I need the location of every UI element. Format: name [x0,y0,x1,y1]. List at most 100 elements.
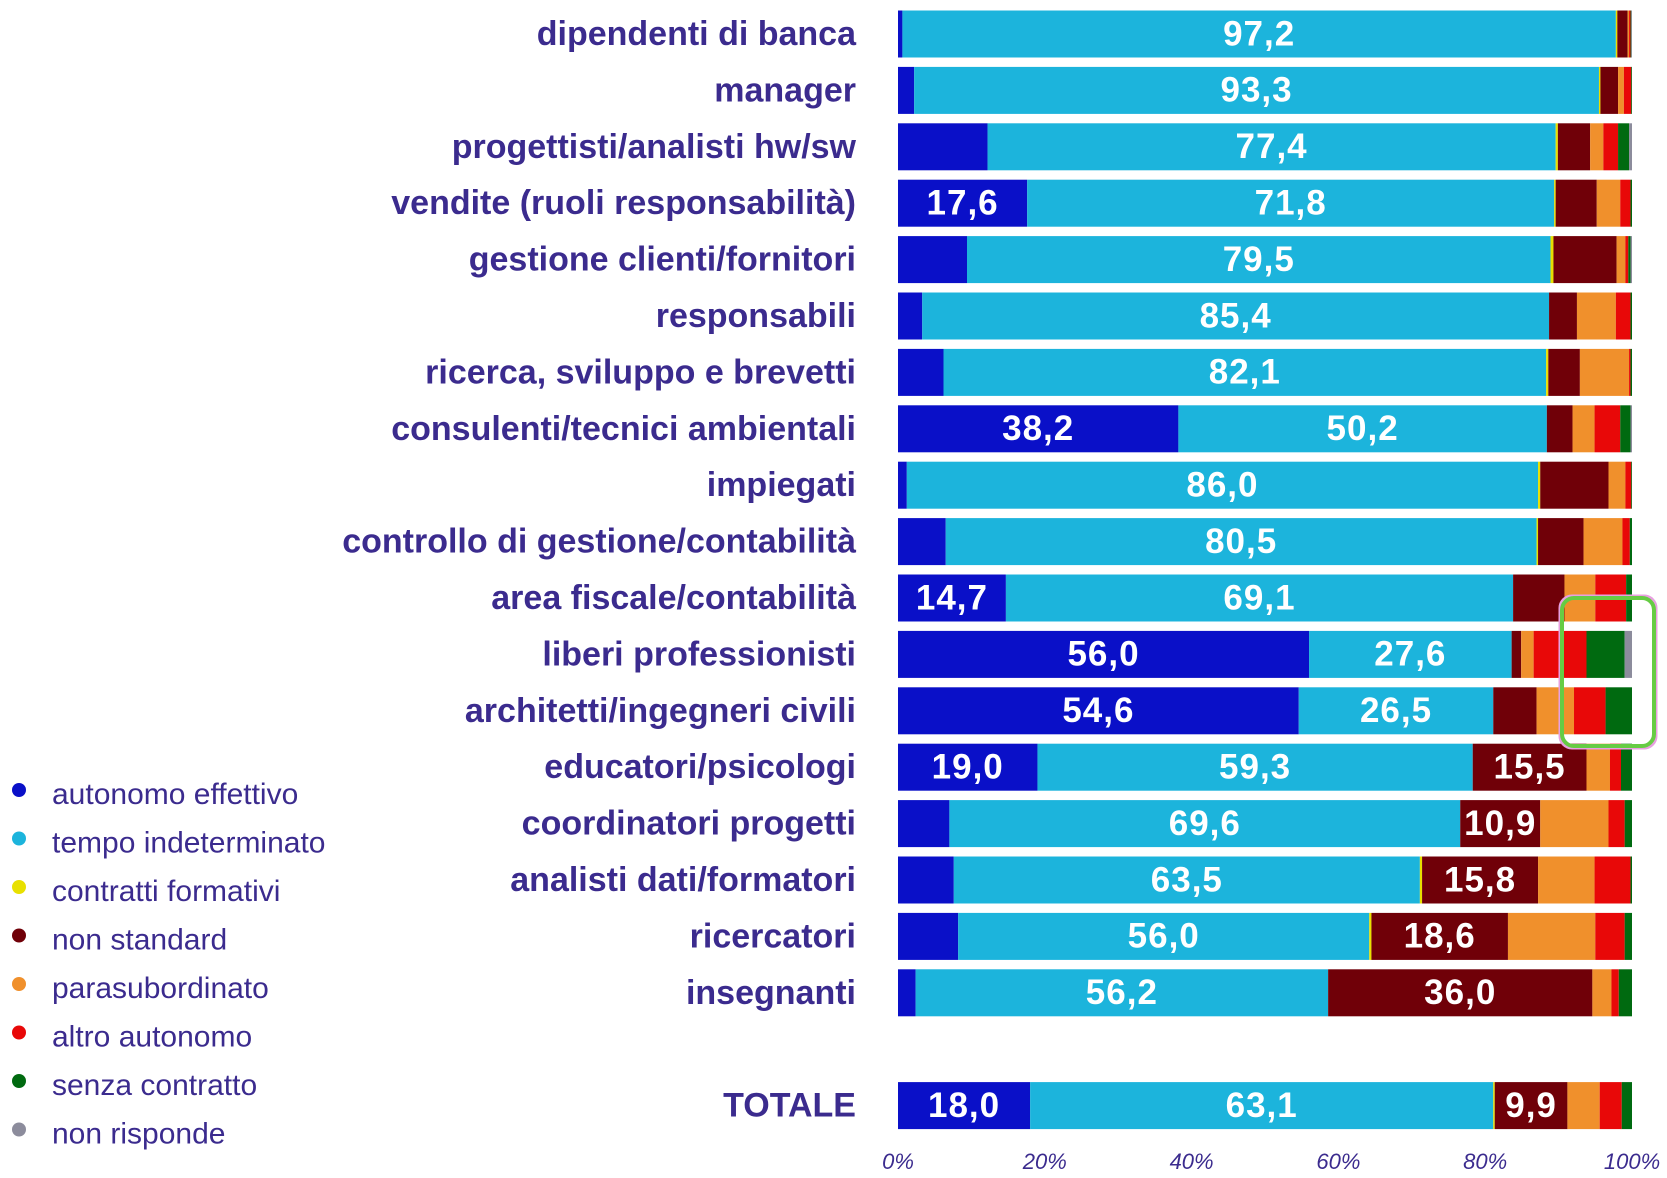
bar-segment [898,405,1179,453]
legend-marker [12,783,26,797]
bar-segment [1630,10,1632,58]
bar-segment [1555,179,1597,227]
bar-segment [1616,236,1626,284]
bar-segment [966,236,1551,284]
category-label: liberi professionisti [542,635,856,673]
bar-segment [1037,743,1473,791]
bar-segment [898,912,959,960]
bar-segment [1599,1082,1622,1130]
bar-segment [1603,123,1619,171]
data-label: 14,7 [916,578,988,617]
bar-segment [1594,405,1621,453]
bar-segment [898,236,967,284]
bar-segment [1371,912,1508,960]
bar-segment [1576,292,1616,340]
bar-segment [898,292,923,340]
bar-segment [1369,912,1372,960]
bar-segment [1620,179,1631,227]
data-label: 63,5 [1151,860,1223,899]
data-label: 18,0 [928,1086,1000,1125]
bar-segment [1629,10,1631,58]
bar-segment [1618,969,1632,1017]
bar-segment [1590,123,1604,171]
bar-segment [1592,969,1612,1017]
data-label: 27,6 [1374,635,1446,674]
bar-segment [1630,856,1632,904]
bar-segment [898,743,1038,791]
data-label: 69,6 [1169,804,1241,843]
data-label: 71,8 [1255,183,1327,222]
x-tick-label: 20% [1022,1149,1067,1174]
bar-segment [1567,1082,1600,1130]
data-label: 93,3 [1220,71,1292,110]
bar-segment [898,1082,1031,1130]
bar-segment [1628,236,1631,284]
bar-segment [1507,912,1596,960]
bar-segment [914,66,1599,114]
bar-segment [1629,518,1632,566]
legend-label: tempo indeterminato [52,826,326,859]
category-label: educatori/psicologi [544,748,856,786]
bar-segment [1572,405,1595,453]
bar-segment [898,461,907,509]
bar-segment [1595,912,1625,960]
category-label: manager [714,71,856,109]
bar-segment [1536,687,1575,735]
bar-segment [1608,800,1625,848]
bar-segment [1629,123,1632,171]
bar-segment [906,461,1539,509]
data-label: 79,5 [1223,240,1295,279]
data-label: 63,1 [1226,1086,1298,1125]
x-tick-label: 60% [1316,1149,1360,1174]
bar-segment [1583,518,1623,566]
bar-segment [922,292,1550,340]
category-label: impiegati [707,466,856,504]
bar-segment [1630,405,1632,453]
bar-segment [1540,800,1609,848]
data-label: 50,2 [1327,409,1399,448]
data-label: 36,0 [1424,973,1496,1012]
bar-segment [1178,405,1547,453]
legend-marker [12,1074,26,1088]
x-tick-label: 100% [1604,1149,1660,1174]
bar-segment [1621,1082,1632,1130]
bar-segment [1030,1082,1494,1130]
bar-segment [898,800,950,848]
data-label: 17,6 [927,183,999,222]
bar-segment [1550,236,1554,284]
bar-segment [1493,687,1537,735]
category-label: insegnanti [686,974,856,1012]
bar-segment [1625,461,1632,509]
data-label: 15,5 [1494,747,1566,786]
bar-segment [1555,123,1558,171]
bar-segment [1422,856,1539,904]
bar-segment [1627,10,1630,58]
data-label: 80,5 [1205,522,1277,561]
bar-segment [987,123,1556,171]
bar-segment [1554,179,1556,227]
bar-segment [1546,348,1549,396]
bar-segment [1309,630,1512,678]
bar-segment [898,10,903,58]
bar-segment [1623,66,1632,114]
data-label: 77,4 [1236,127,1308,166]
bar-segment [1005,574,1514,622]
bar-segment [1027,179,1555,227]
legend-marker [12,977,26,991]
bar-segment [1546,405,1573,453]
legend-label: non risponde [52,1117,225,1150]
bar-segment [1631,66,1632,114]
bar-segment [1538,518,1584,566]
category-label: coordinatori progetti [522,805,856,843]
bar-segment [1460,800,1541,848]
bar-segment [943,348,1547,396]
bar-segment [1298,687,1494,735]
bar-segment [898,687,1299,735]
bar-segment [898,179,1028,227]
bar-segment [1494,1082,1568,1130]
bar-segment [898,630,1310,678]
bar-segment [1586,630,1625,678]
data-label: 56,0 [1067,635,1139,674]
bar-segment [1625,236,1629,284]
bar-segment [1630,236,1632,284]
